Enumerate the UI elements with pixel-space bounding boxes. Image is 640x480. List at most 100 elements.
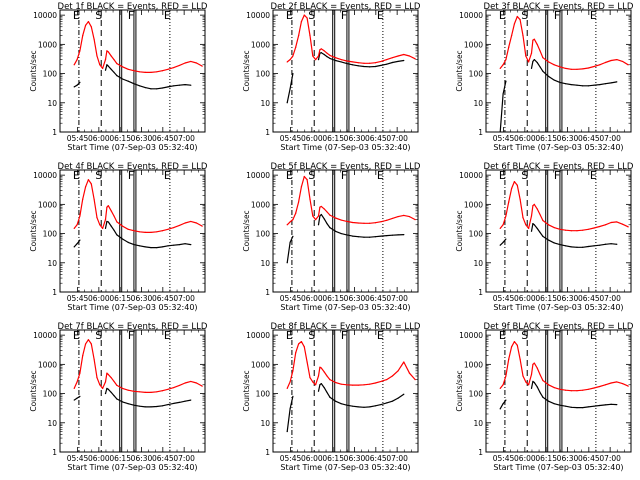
y-tick-label: 1000 — [464, 200, 483, 209]
data-point-lld — [532, 363, 534, 365]
series-events-line — [286, 383, 405, 432]
data-point-events — [76, 397, 78, 399]
data-point-lld — [414, 379, 416, 381]
data-point-lld — [127, 68, 129, 70]
data-point-lld — [73, 227, 75, 230]
data-point-events — [104, 227, 107, 230]
y-tick-label: 1000 — [38, 40, 57, 49]
data-point-events — [329, 227, 331, 229]
y-tick-label: 1 — [52, 288, 57, 297]
y-tick-label: 10000 — [246, 331, 270, 340]
data-point-lld — [173, 67, 175, 69]
data-point-events — [144, 406, 146, 408]
data-point-lld — [329, 54, 331, 56]
series-lld-line — [499, 341, 629, 392]
data-point-events — [319, 215, 321, 217]
data-point-events — [156, 247, 158, 249]
data-point-events — [616, 403, 618, 406]
data-point-lld — [528, 384, 530, 386]
data-point-events — [532, 60, 534, 63]
data-point-lld — [297, 34, 300, 37]
data-point-lld — [403, 361, 405, 363]
data-point-lld — [414, 58, 416, 60]
interval-label: E — [590, 329, 597, 342]
y-tick-label: 1000 — [251, 360, 270, 369]
data-point-events — [570, 83, 572, 86]
data-point-lld — [525, 55, 527, 57]
data-point-events — [363, 406, 365, 408]
data-point-lld — [329, 214, 331, 216]
data-point-lld — [334, 217, 337, 219]
data-point-lld — [582, 68, 584, 70]
data-point-lld — [593, 65, 595, 68]
data-point-lld — [326, 52, 328, 54]
series-lld-line — [499, 15, 629, 70]
data-point-lld — [352, 221, 354, 224]
y-tick-label: 100 — [43, 230, 58, 239]
data-point-lld — [144, 391, 146, 393]
data-point-lld — [502, 384, 504, 386]
data-point-events — [150, 88, 152, 90]
data-point-events — [106, 220, 108, 223]
data-point-lld — [553, 227, 555, 229]
data-point-lld — [502, 64, 504, 66]
data-point-lld — [340, 59, 342, 61]
data-point-lld — [96, 217, 98, 219]
data-point-lld — [559, 228, 561, 230]
interval-label: F — [128, 9, 134, 22]
data-point-events — [346, 62, 348, 65]
data-point-lld — [616, 59, 618, 61]
plot-frame — [485, 9, 632, 133]
y-tick-label: 10 — [47, 99, 57, 108]
interval-label: E — [377, 329, 384, 342]
data-point-events — [139, 245, 141, 247]
data-point-lld — [510, 34, 513, 37]
data-point-lld — [408, 55, 411, 57]
series-events-line — [286, 213, 404, 263]
data-point-lld — [104, 381, 107, 383]
data-point-lld — [576, 390, 578, 392]
y-tick-label: 10000 — [246, 171, 270, 180]
data-point-lld — [553, 64, 555, 66]
y-tick-label: 10000 — [459, 11, 483, 20]
x-axis-label: Start Time (07-Sep-03 05:32:40) — [280, 463, 410, 472]
x-tick-label: 06:15 — [535, 134, 557, 143]
data-point-lld — [519, 19, 521, 21]
data-point-events — [539, 391, 541, 393]
detector-panel-8f: Det 8f BLACK = Events, RED = LLD 1 10 100 10… — [242, 322, 421, 472]
data-point-events — [79, 395, 81, 398]
x-tick-label: 07:00 — [386, 454, 408, 463]
data-point-lld — [505, 215, 507, 217]
data-point-lld — [604, 384, 607, 386]
data-point-lld — [144, 231, 146, 233]
x-tick-label: 06:15 — [109, 134, 131, 143]
panel-title: Det 5f BLACK = Events, RED = LLD — [271, 162, 421, 172]
data-point-lld — [346, 60, 348, 62]
data-point-lld — [107, 373, 109, 376]
data-point-events — [346, 234, 348, 236]
data-point-lld — [201, 385, 203, 387]
panel-title: Det 2f BLACK = Events, RED = LLD — [271, 2, 421, 12]
data-point-lld — [150, 71, 152, 73]
data-point-events — [133, 83, 135, 85]
y-tick-label: 1000 — [464, 40, 483, 49]
data-point-events — [532, 222, 534, 225]
data-point-lld — [300, 21, 303, 23]
data-point-lld — [289, 59, 291, 61]
data-point-lld — [604, 61, 607, 64]
data-point-lld — [96, 55, 98, 57]
interval-label: S — [95, 169, 102, 182]
x-tick-label: 07:00 — [173, 134, 195, 143]
data-point-events — [547, 239, 550, 241]
data-point-lld — [167, 228, 169, 230]
data-point-lld — [320, 48, 322, 50]
data-point-lld — [516, 184, 518, 186]
data-point-lld — [292, 370, 294, 372]
data-point-events — [352, 405, 354, 407]
data-point-lld — [391, 217, 394, 220]
data-point-events — [576, 246, 578, 248]
data-point-lld — [99, 224, 101, 226]
x-tick-label: 06:15 — [109, 454, 131, 463]
plot-frame — [485, 329, 632, 453]
data-point-events — [352, 64, 354, 66]
